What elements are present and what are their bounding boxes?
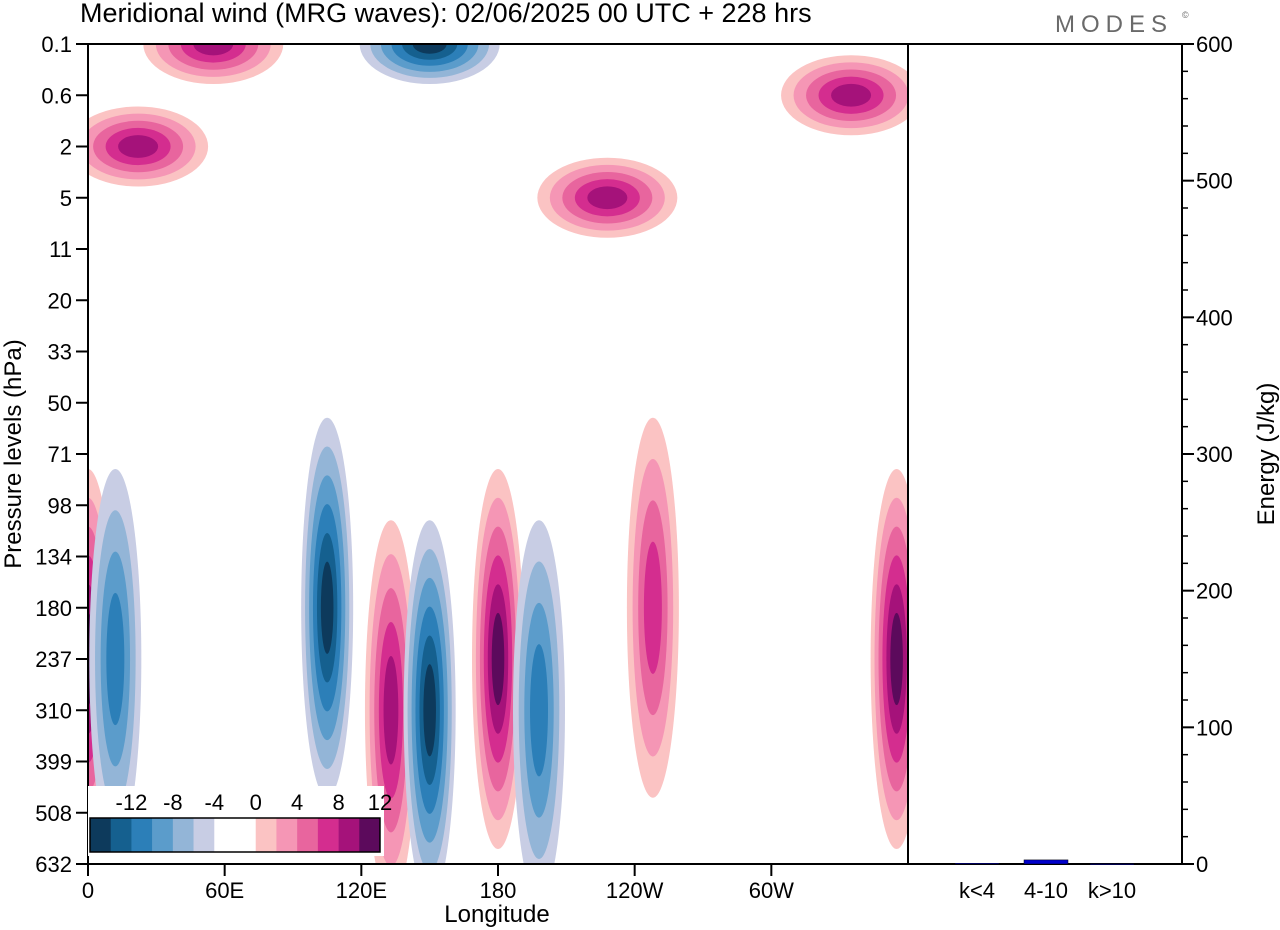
energy-bar (1023, 859, 1069, 865)
colorbar-swatch (90, 818, 112, 852)
energy-tick-label: 100 (1196, 715, 1233, 740)
positive-wind-cell (781, 55, 908, 136)
logo-text: MODES (1055, 11, 1173, 38)
energy-tick-label: 300 (1196, 442, 1233, 467)
contour-band (587, 186, 628, 210)
colorbar-swatch (297, 818, 319, 852)
contour-band (643, 541, 662, 674)
y-tick-label: 50 (48, 391, 72, 416)
colorbar-label: -4 (205, 790, 225, 815)
y-tick-label: 11 (49, 237, 72, 262)
colorbar-swatch (172, 818, 194, 852)
positive-wind-cell (537, 157, 678, 238)
colorbar-label: 4 (291, 790, 303, 815)
negative-wind-cell (89, 469, 142, 849)
y-tick-label: 33 (48, 340, 72, 365)
x-tick-label: 180 (480, 878, 517, 903)
positive-wind-cell (143, 44, 284, 84)
y-tick-label: 0.6 (41, 83, 72, 108)
contour-band (383, 655, 399, 765)
y-tick-label: 237 (35, 647, 72, 672)
y-tick-label: 2 (60, 135, 72, 160)
pressure-axis: 0.1 0.6 2 5 11 20 33 50 71 98 134 180 237 310 399 508 63… (35, 32, 88, 877)
energy-bar (954, 863, 1000, 865)
contour-band (831, 83, 872, 107)
energy-category-label: k<4 (959, 878, 995, 903)
modes-logo: MODES © (1055, 10, 1189, 38)
colorbar-swatch (276, 818, 298, 852)
positive-wind-cell (472, 469, 524, 849)
energy-tick-label: 500 (1196, 169, 1233, 194)
y-tick-label: 0.1 (41, 32, 72, 57)
energy-category-label: k>10 (1088, 878, 1136, 903)
y-tick-label: 180 (35, 596, 72, 621)
colorbar-label: 8 (332, 790, 344, 815)
positive-wind-cell (626, 417, 679, 798)
y-tick-label: 5 (60, 186, 72, 211)
contour-band (118, 135, 159, 158)
logo-mark: © (1182, 10, 1189, 20)
y-tick-label: 134 (35, 545, 72, 570)
colorbar-swatch (317, 818, 339, 852)
energy-bar (1089, 863, 1135, 865)
contour-band (530, 644, 548, 777)
energy-panel-frame (907, 43, 1183, 865)
colorbar-frame (89, 817, 381, 853)
colorbar-swatch (338, 818, 360, 852)
energy-tick-label: 0 (1196, 852, 1208, 877)
colorbar-label: 12 (368, 790, 392, 815)
colorbar-label: -8 (163, 790, 183, 815)
negative-wind-cell (359, 44, 500, 84)
x-tick-label: 60E (205, 878, 244, 903)
y-tick-label: 399 (35, 750, 72, 775)
y-axis-label: Pressure levels (hPa) (0, 339, 27, 568)
colorbar-swatch (214, 818, 236, 852)
negative-wind-cell (301, 417, 354, 798)
contour-band (423, 664, 436, 757)
x-tick-label: 0 (82, 878, 94, 903)
negative-wind-cell (403, 520, 456, 864)
negative-wind-cell (513, 520, 565, 864)
energy-tick-label: 600 (1196, 32, 1233, 57)
x-tick-label: 120W (606, 878, 664, 903)
colorbar-swatch (235, 818, 257, 852)
colorbar-label: 0 (250, 790, 262, 815)
positive-wind-cell (870, 469, 908, 849)
contour-band (491, 612, 505, 706)
y-tick-label: 632 (35, 852, 72, 877)
contour-band (106, 592, 125, 726)
y-tick-label: 508 (35, 801, 72, 826)
contour-band (193, 44, 234, 56)
energy-tick-label: 400 (1196, 305, 1233, 330)
x-axis-label: Longitude (444, 901, 549, 928)
x-tick-label: 120E (336, 878, 387, 903)
energy-panel: 0 100 200 300 400 500 600 k<4 4-10 k>10 (954, 32, 1233, 903)
y-tick-label: 71 (48, 442, 72, 467)
contour-band (890, 612, 903, 706)
colorbar-label: -12 (116, 790, 148, 815)
contour-band (320, 561, 334, 654)
positive-wind-cell (88, 106, 209, 187)
longitude-axis: 0 60E 120E 180 120W 60W (82, 864, 794, 903)
chart-title: Meridional wind (MRG waves): 02/06/2025 … (80, 0, 812, 28)
colorbar-swatch (255, 818, 277, 852)
contour-fields (88, 44, 908, 864)
contour-band (412, 44, 447, 54)
colorbar-swatch (131, 818, 153, 852)
energy-axis-label: Energy (J/kg) (1253, 383, 1280, 526)
x-tick-label: 60W (749, 878, 794, 903)
y-tick-label: 98 (48, 493, 72, 518)
energy-category-label: 4-10 (1024, 878, 1068, 903)
y-tick-label: 20 (48, 288, 72, 313)
colorbar: -12 -8 -4 0 4 8 12 (88, 786, 392, 856)
colorbar-swatch (110, 818, 132, 852)
colorbar-swatch (359, 818, 381, 852)
y-tick-label: 310 (35, 698, 72, 723)
colorbar-swatch (152, 818, 174, 852)
colorbar-swatch (193, 818, 215, 852)
energy-tick-label: 200 (1196, 579, 1233, 604)
